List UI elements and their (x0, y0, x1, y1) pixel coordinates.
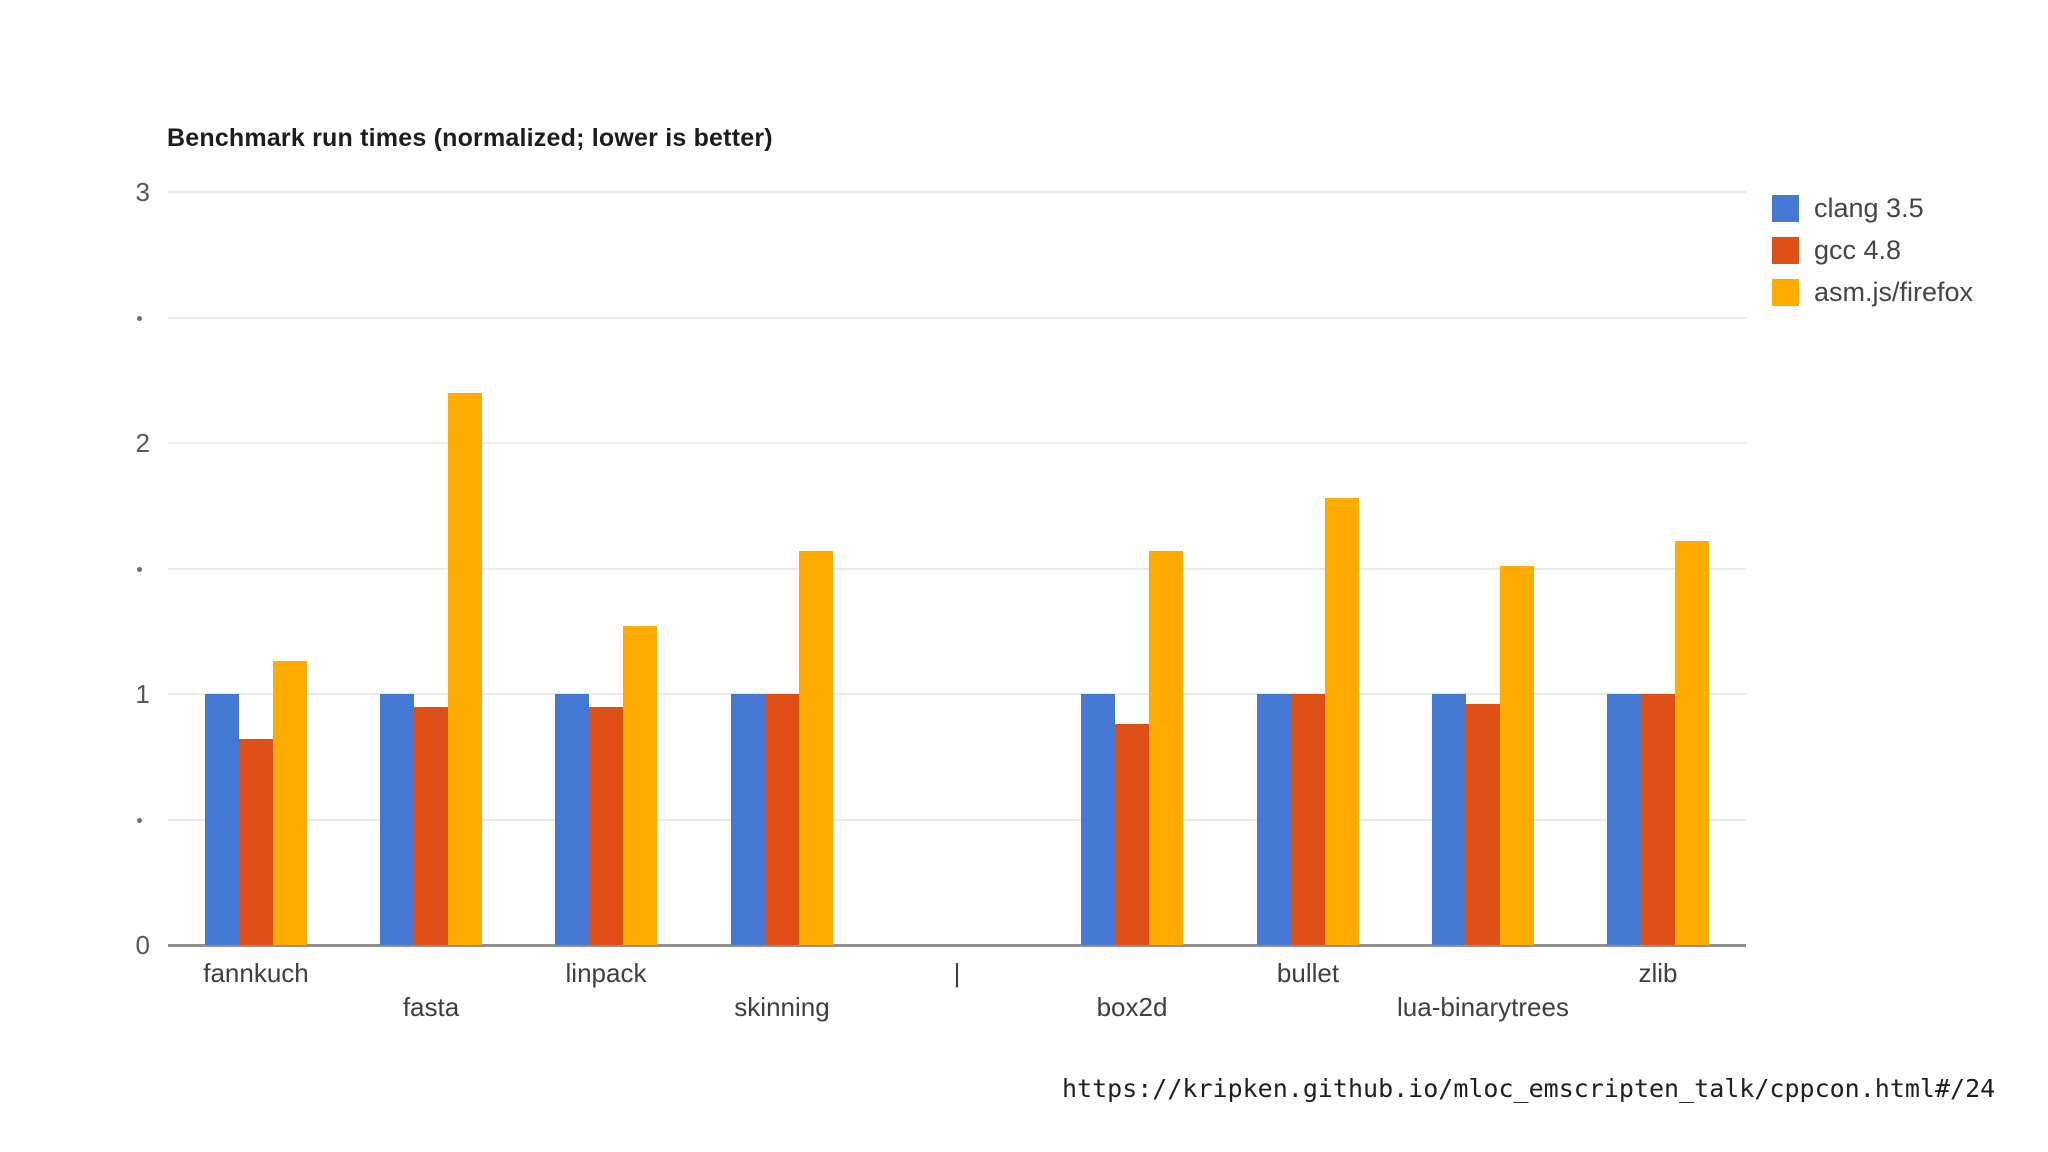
y-tick-dot (137, 566, 142, 572)
gridline (168, 567, 1746, 570)
gridline (168, 693, 1746, 695)
bar-asm.js-firefox-fannkuch[interactable] (273, 661, 307, 945)
bar-clang-3.5-fannkuch[interactable] (205, 694, 239, 945)
bar-asm.js-firefox-linpack[interactable] (623, 626, 657, 945)
chart-title: Benchmark run times (normalized; lower i… (167, 124, 773, 152)
bar-clang-3.5-bullet[interactable] (1257, 694, 1291, 945)
y-tick-label: 0 (135, 930, 150, 960)
legend-swatch (1772, 237, 1799, 264)
bar-clang-3.5-box2d[interactable] (1081, 694, 1115, 945)
bar-clang-3.5-linpack[interactable] (555, 694, 589, 945)
y-tick-label: 1 (135, 679, 150, 709)
x-category-label: lua-binarytrees (1397, 992, 1569, 1022)
legend-item: clang 3.5 (1772, 195, 1973, 222)
bar-asm.js-firefox-zlib[interactable] (1675, 541, 1709, 945)
bar-gcc-4.8-lua-binarytrees[interactable] (1466, 704, 1500, 945)
bar-clang-3.5-lua-binarytrees[interactable] (1432, 694, 1466, 945)
x-category-label: fannkuch (203, 958, 309, 988)
legend-label: asm.js/firefox (1814, 277, 1974, 307)
gridline (168, 191, 1746, 193)
legend-swatch (1772, 195, 1799, 222)
gridline (168, 442, 1746, 444)
bar-asm.js-firefox-bullet[interactable] (1325, 498, 1359, 945)
y-tick-dot (137, 315, 142, 321)
x-axis-line (168, 944, 1746, 947)
x-category-label: | (953, 958, 961, 988)
gridline (168, 316, 1746, 319)
legend-swatch (1772, 279, 1799, 306)
legend-item: asm.js/firefox (1772, 279, 1973, 306)
x-category-label: fasta (402, 992, 460, 1022)
legend-label: clang 3.5 (1814, 193, 1924, 223)
bar-clang-3.5-fasta[interactable] (380, 694, 414, 945)
bar-asm.js-firefox-lua-binarytrees[interactable] (1500, 566, 1534, 945)
bar-asm.js-firefox-fasta[interactable] (448, 393, 482, 945)
bar-clang-3.5-zlib[interactable] (1607, 694, 1641, 945)
x-category-label: box2d (1096, 992, 1168, 1022)
legend-label: gcc 4.8 (1814, 235, 1902, 265)
bar-gcc-4.8-bullet[interactable] (1291, 694, 1325, 945)
y-tick-label: 2 (135, 428, 150, 458)
source-url: https://kripken.github.io/mloc_emscripte… (1062, 1074, 1996, 1103)
bar-gcc-4.8-skinning[interactable] (765, 694, 799, 945)
bar-gcc-4.8-box2d[interactable] (1115, 724, 1149, 945)
bar-gcc-4.8-fannkuch[interactable] (239, 739, 273, 945)
bar-asm.js-firefox-box2d[interactable] (1149, 551, 1183, 945)
bar-clang-3.5-skinning[interactable] (731, 694, 765, 945)
x-category-label: bullet (1276, 958, 1340, 988)
x-category-label: zlib (1638, 958, 1678, 988)
x-category-label: skinning (734, 992, 830, 1022)
bar-gcc-4.8-zlib[interactable] (1641, 694, 1675, 945)
bar-gcc-4.8-fasta[interactable] (414, 707, 448, 945)
y-tick-label: 3 (135, 177, 150, 207)
y-tick-dot (137, 817, 142, 823)
bar-gcc-4.8-linpack[interactable] (589, 707, 623, 945)
legend-item: gcc 4.8 (1772, 237, 1973, 264)
x-category-label: linpack (565, 958, 647, 988)
legend: clang 3.5 gcc 4.8 asm.js/firefox (1772, 195, 1973, 321)
bar-asm.js-firefox-skinning[interactable] (799, 551, 833, 945)
gridline (168, 818, 1746, 821)
